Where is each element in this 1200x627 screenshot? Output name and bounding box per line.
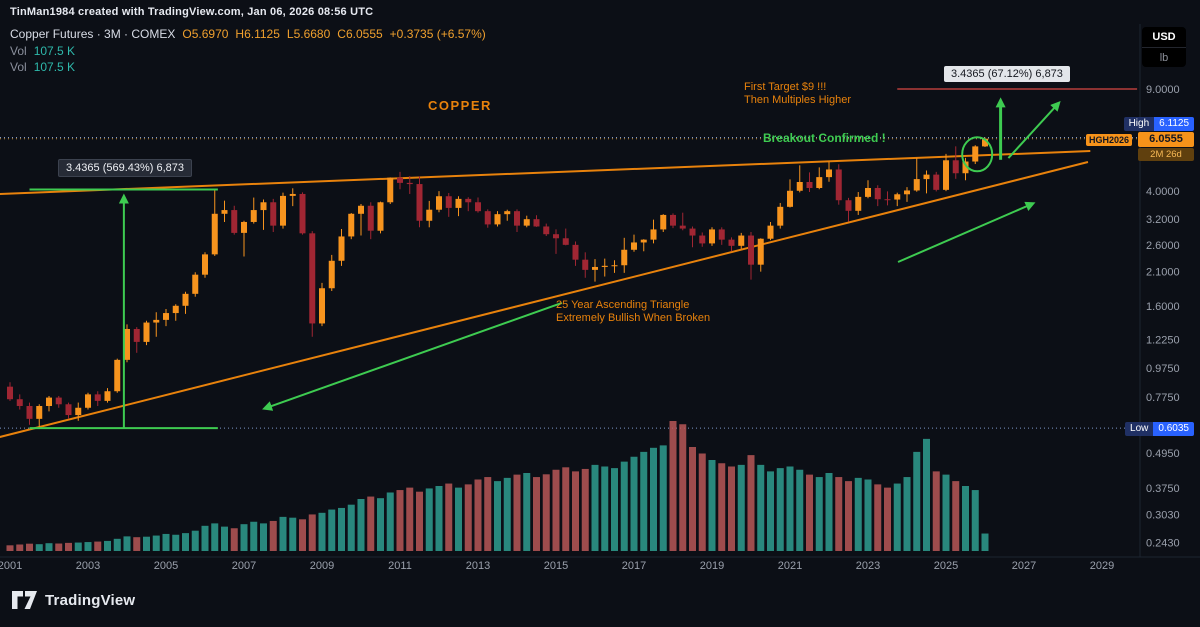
svg-text:2023: 2023 <box>856 560 880 572</box>
change-value: +0.3735 (+6.57%) <box>389 27 486 41</box>
volume-label-2: Vol <box>10 60 27 74</box>
volume-value-2: 107.5 K <box>33 60 76 74</box>
volume-indicator-row-2[interactable]: Vol 107.5 K <box>10 60 75 74</box>
attribution-text: TinMan1984 created with TradingView.com,… <box>10 6 374 18</box>
svg-text:2019: 2019 <box>700 560 724 572</box>
arrow-momentum[interactable] <box>897 201 1036 263</box>
svg-text:2013: 2013 <box>466 560 490 572</box>
low-level-badge: Low 0.6035 <box>1125 422 1194 436</box>
high-value: H6.1125 <box>235 27 280 41</box>
svg-text:2017: 2017 <box>622 560 646 572</box>
svg-text:2.1000: 2.1000 <box>1146 267 1180 279</box>
unit-toggle: USD lb <box>1142 27 1186 67</box>
low-badge-value: 0.6035 <box>1153 422 1194 436</box>
svg-text:2021: 2021 <box>778 560 802 572</box>
high-badge-label: High <box>1123 117 1155 131</box>
legend-symbol-row[interactable]: Copper Futures · 3M · COMEX O5.6970 H6.1… <box>10 27 486 41</box>
svg-text:0.2430: 0.2430 <box>1146 537 1180 549</box>
measure-label-right[interactable]: 3.4365 (67.12%) 6,873 <box>944 66 1070 82</box>
svg-text:2015: 2015 <box>544 560 568 572</box>
currency-usd-button[interactable]: USD <box>1142 27 1186 48</box>
svg-text:0.3750: 0.3750 <box>1146 483 1180 495</box>
measure-label-left[interactable]: 3.4365 (569.43%) 6,873 <box>58 159 193 177</box>
bar-countdown-badge: 2M 26d <box>1138 148 1194 161</box>
svg-text:0.3030: 0.3030 <box>1146 510 1180 522</box>
breakout-circle[interactable] <box>961 136 994 173</box>
annotation-ascending-triangle[interactable]: 25 Year Ascending Triangle Extremely Bul… <box>556 299 710 325</box>
trendline-triangle-support[interactable] <box>0 161 1089 438</box>
svg-text:2005: 2005 <box>154 560 178 572</box>
candlestick-series <box>7 137 988 429</box>
svg-text:0.4950: 0.4950 <box>1146 448 1180 460</box>
svg-text:2007: 2007 <box>232 560 256 572</box>
close-value: C6.0555 <box>337 27 383 41</box>
svg-text:2029: 2029 <box>1090 560 1114 572</box>
time-axis-labels: 2001 2003 2005 2007 2009 2011 2013 2015 2017 2019… <box>0 560 1114 572</box>
price-axis-labels: 9.0000 4.0000 3.2000 2.6000 2.1000 1.6000 1.22… <box>1146 84 1180 549</box>
svg-text:4.0000: 4.0000 <box>1146 186 1180 198</box>
measure-left-drawing[interactable] <box>29 188 218 430</box>
svg-text:1.6000: 1.6000 <box>1146 301 1180 313</box>
svg-text:9.0000: 9.0000 <box>1146 84 1180 96</box>
svg-text:2011: 2011 <box>388 560 412 572</box>
volume-value: 107.5 K <box>33 44 76 58</box>
annotation-first-target[interactable]: First Target $9 !!! Then Multiples Highe… <box>744 81 851 107</box>
svg-text:3.2000: 3.2000 <box>1146 214 1180 226</box>
annotation-triangle-line1: 25 Year Ascending Triangle <box>556 299 690 311</box>
svg-text:1.2250: 1.2250 <box>1146 334 1180 346</box>
annotation-first-target-line2: Then Multiples Higher <box>744 94 851 106</box>
volume-series <box>6 421 989 551</box>
svg-text:2025: 2025 <box>934 560 958 572</box>
tradingview-logo[interactable]: TradingView <box>12 591 135 609</box>
annotation-first-target-line1: First Target $9 !!! <box>744 81 827 93</box>
volume-label: Vol <box>10 44 27 58</box>
contract-badge: HGH2026 <box>1086 134 1133 146</box>
trendline-triangle-top[interactable] <box>0 150 1091 195</box>
annotation-breakout-confirmed[interactable]: Breakout Confirmed ! <box>763 131 886 145</box>
svg-text:2003: 2003 <box>76 560 100 572</box>
low-badge-label: Low <box>1125 422 1154 436</box>
svg-text:0.9750: 0.9750 <box>1146 363 1180 375</box>
open-value: O5.6970 <box>182 27 229 41</box>
volume-indicator-row-1[interactable]: Vol 107.5 K <box>10 44 75 58</box>
svg-text:2001: 2001 <box>0 560 22 572</box>
tradingview-logo-icon <box>12 591 37 609</box>
svg-text:2009: 2009 <box>310 560 334 572</box>
symbol-title: Copper Futures · 3M · COMEX <box>10 27 176 41</box>
annotation-copper-title[interactable]: COPPER <box>428 98 492 113</box>
arrow-triangle-span[interactable] <box>262 302 563 411</box>
svg-text:2027: 2027 <box>1012 560 1036 572</box>
high-level-badge: High 6.1125 <box>1123 117 1194 131</box>
unit-lb-button[interactable]: lb <box>1159 51 1169 64</box>
high-badge-value: 6.1125 <box>1154 117 1194 131</box>
tradingview-logo-text: TradingView <box>45 591 136 609</box>
last-price-badge: 6.0555 <box>1138 132 1194 147</box>
arrow-breakout[interactable] <box>1007 100 1061 159</box>
svg-text:0.7750: 0.7750 <box>1146 392 1180 404</box>
annotation-triangle-line2: Extremely Bullish When Broken <box>556 312 711 324</box>
low-value: L5.6680 <box>286 27 331 41</box>
svg-text:2.6000: 2.6000 <box>1146 240 1180 252</box>
